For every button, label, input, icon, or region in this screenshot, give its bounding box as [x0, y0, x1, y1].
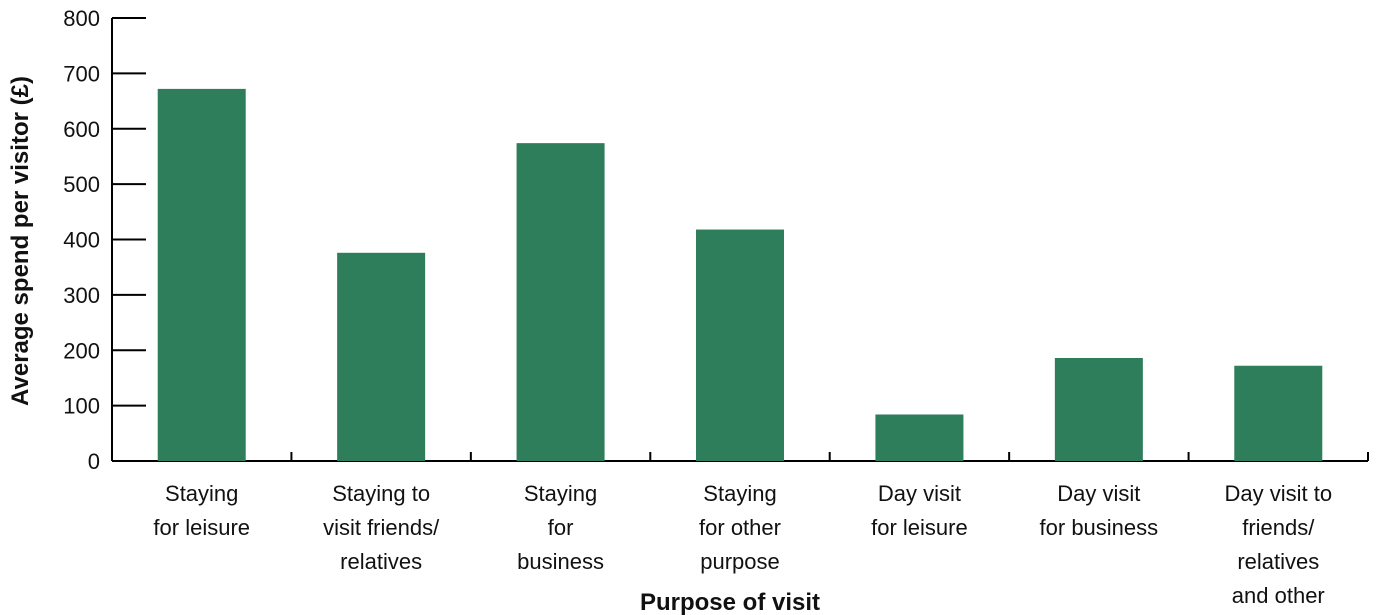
y-axis-title: Average spend per visitor (£)	[7, 76, 34, 406]
y-tick-label: 200	[63, 338, 100, 363]
bar	[875, 414, 964, 461]
x-tick-label: Day visit	[1057, 481, 1140, 506]
x-tick-label: Staying	[524, 481, 597, 506]
x-tick-label: for leisure	[153, 515, 250, 540]
y-tick-label: 600	[63, 117, 100, 142]
bar	[157, 88, 246, 461]
y-tick-label: 800	[63, 6, 100, 31]
x-tick-label: Staying	[165, 481, 238, 506]
bars	[157, 88, 1323, 461]
y-tick-label: 400	[63, 228, 100, 253]
y-tick-label: 100	[63, 394, 100, 419]
x-tick-label: visit friends/	[323, 515, 440, 540]
x-tick-label: Day visit	[878, 481, 961, 506]
y-tick-label: 0	[88, 449, 100, 474]
x-tick-label: for leisure	[871, 515, 968, 540]
bar	[337, 252, 426, 461]
y-tick-label: 300	[63, 283, 100, 308]
y-tick-label: 700	[63, 61, 100, 86]
bar	[1234, 365, 1323, 461]
x-tick-label: Staying	[703, 481, 776, 506]
x-axis-title: Purpose of visit	[640, 589, 820, 615]
x-tick-label: purpose	[700, 549, 780, 574]
y-tick-label: 500	[63, 172, 100, 197]
x-tick-label: Staying to	[332, 481, 430, 506]
x-tick-label: and other	[1232, 583, 1325, 608]
x-tick-label: friends/	[1242, 515, 1315, 540]
x-tick-label: relatives	[1237, 549, 1319, 574]
x-tick-label: Day visit to	[1224, 481, 1332, 506]
bar	[516, 143, 605, 461]
x-tick-label: for business	[1040, 515, 1159, 540]
x-tick-label: for other	[699, 515, 781, 540]
y-axis: 0 100 200 300 400 500 600 700 800	[63, 6, 146, 474]
bar	[1054, 358, 1143, 461]
x-tick-label: for	[548, 515, 574, 540]
category-labels: Staying for leisure Staying to visit friend…	[153, 481, 1332, 608]
bar	[696, 229, 784, 461]
x-tick-label: business	[517, 549, 604, 574]
x-tick-label: relatives	[340, 549, 422, 574]
